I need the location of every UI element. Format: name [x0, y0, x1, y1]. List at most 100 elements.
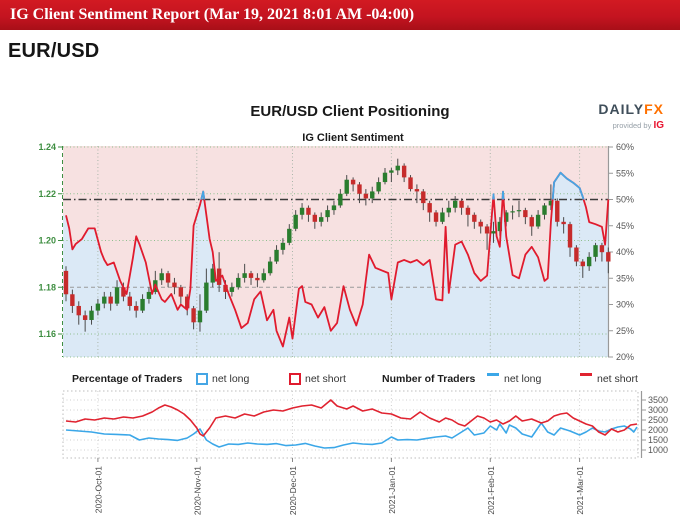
- logo-daily-text: DAILY: [598, 101, 645, 117]
- candle-body: [287, 228, 292, 243]
- month-label: 2021-Mar-01: [575, 466, 585, 515]
- candle-body: [70, 294, 75, 306]
- traders-tick-label: 2500: [648, 415, 668, 425]
- chart-title: EUR/USD Client Positioning: [250, 103, 450, 120]
- legend-netlong-pct-label: net long: [212, 373, 250, 385]
- candle-body: [427, 203, 432, 213]
- candle-body: [484, 226, 490, 234]
- candle-body: [185, 296, 190, 309]
- chart-legend: Percentage of Traders net long net short…: [0, 373, 680, 389]
- price-tick-label: 1.22: [38, 189, 56, 199]
- candle-body: [178, 287, 184, 297]
- candle-body: [350, 179, 356, 185]
- percent-tick-label: 20%: [616, 352, 634, 362]
- price-tick-label: 1.16: [38, 329, 56, 339]
- month-label: 2020-Oct-01: [93, 466, 103, 514]
- candle-body: [548, 200, 554, 206]
- candle-body: [223, 284, 228, 292]
- month-label: 2020-Dec-01: [288, 466, 298, 515]
- candle-body: [114, 287, 120, 304]
- instrument-title: EUR/USD: [8, 40, 100, 62]
- candle-body: [363, 193, 369, 199]
- candle-body: [331, 205, 337, 211]
- candle-body: [299, 207, 305, 215]
- candle-body: [267, 261, 273, 274]
- candle-body: [216, 268, 222, 285]
- candle-body: [382, 172, 388, 183]
- candle-body: [127, 296, 132, 306]
- candle-body: [593, 245, 598, 257]
- candle-body: [248, 273, 254, 278]
- candle-body: [159, 273, 164, 281]
- candle-body: [102, 296, 107, 304]
- candle-body: [555, 200, 560, 222]
- traders-tick-label: 3000: [648, 405, 668, 415]
- candle-body: [542, 205, 547, 215]
- legend-netshort-pct-label: net short: [305, 373, 346, 385]
- chart-subtitle: IG Client Sentiment: [302, 132, 404, 144]
- candle-body: [82, 315, 88, 320]
- candle-body: [567, 224, 573, 248]
- candle-body: [580, 261, 585, 267]
- candle-body: [452, 200, 458, 208]
- traders-net-long-line: [65, 422, 638, 449]
- ig-logo-text: IG: [653, 119, 664, 131]
- candle-body: [440, 212, 445, 222]
- candle-body: [504, 212, 509, 222]
- candle-body: [210, 268, 215, 283]
- percent-tick-label: 30%: [616, 300, 634, 310]
- candle-body: [395, 165, 400, 171]
- candle-body: [133, 305, 139, 311]
- percent-tick-label: 40%: [616, 247, 634, 257]
- candle-body: [535, 214, 541, 227]
- percent-tick-label: 45%: [616, 221, 634, 231]
- percent-tick-label: 50%: [616, 195, 634, 205]
- dailyfx-wordmark: DAILYFX: [598, 101, 664, 119]
- candle-body: [338, 193, 343, 206]
- candle-body: [261, 273, 266, 281]
- candle-body: [389, 170, 394, 173]
- candle-body: [414, 189, 420, 192]
- legend-netshort-count-label: net short: [597, 373, 638, 385]
- candle-body: [319, 217, 324, 222]
- candle-body: [172, 282, 177, 288]
- candle-body: [191, 308, 196, 323]
- month-label: 2020-Nov-01: [192, 466, 202, 515]
- report-header-bar: IG Client Sentiment Report (Mar 19, 2021…: [0, 0, 680, 30]
- month-label: 2021-Feb-01: [486, 466, 496, 515]
- candle-body: [421, 191, 426, 204]
- traders-panel-border: [62, 390, 639, 459]
- candle-body: [293, 214, 298, 229]
- legend-number-header: Number of Traders: [382, 373, 476, 385]
- candle-body: [599, 245, 605, 253]
- candle-body: [236, 277, 241, 288]
- percent-tick-label: 60%: [616, 142, 634, 152]
- candle-body: [529, 217, 534, 227]
- candle-body: [280, 242, 286, 250]
- percent-tick-label: 25%: [616, 326, 634, 336]
- candle-body: [121, 287, 126, 297]
- candle-body: [344, 179, 349, 194]
- candle-body: [586, 256, 592, 267]
- percent-tick-label: 35%: [616, 273, 634, 283]
- candle-body: [376, 182, 381, 192]
- traders-tick-label: 2000: [648, 425, 668, 435]
- traders-tick-label: 1000: [648, 445, 668, 455]
- candle-body: [140, 298, 145, 311]
- candle-body: [472, 214, 477, 222]
- candle-body: [408, 177, 413, 190]
- candle-body: [165, 273, 171, 283]
- candle-body: [312, 214, 318, 222]
- logo-fx-text: FX: [644, 101, 664, 117]
- traders-net-short-line: [65, 399, 638, 437]
- candle-body: [357, 184, 362, 194]
- candle-body: [433, 212, 439, 222]
- candle-body: [574, 247, 579, 262]
- price-tick-label: 1.24: [38, 142, 56, 152]
- candle-body: [306, 207, 311, 215]
- candle-body: [229, 287, 235, 292]
- month-label: 2021-Jan-01: [387, 466, 397, 514]
- legend-netshort-pct-swatch: [289, 373, 301, 385]
- candle-body: [63, 270, 69, 295]
